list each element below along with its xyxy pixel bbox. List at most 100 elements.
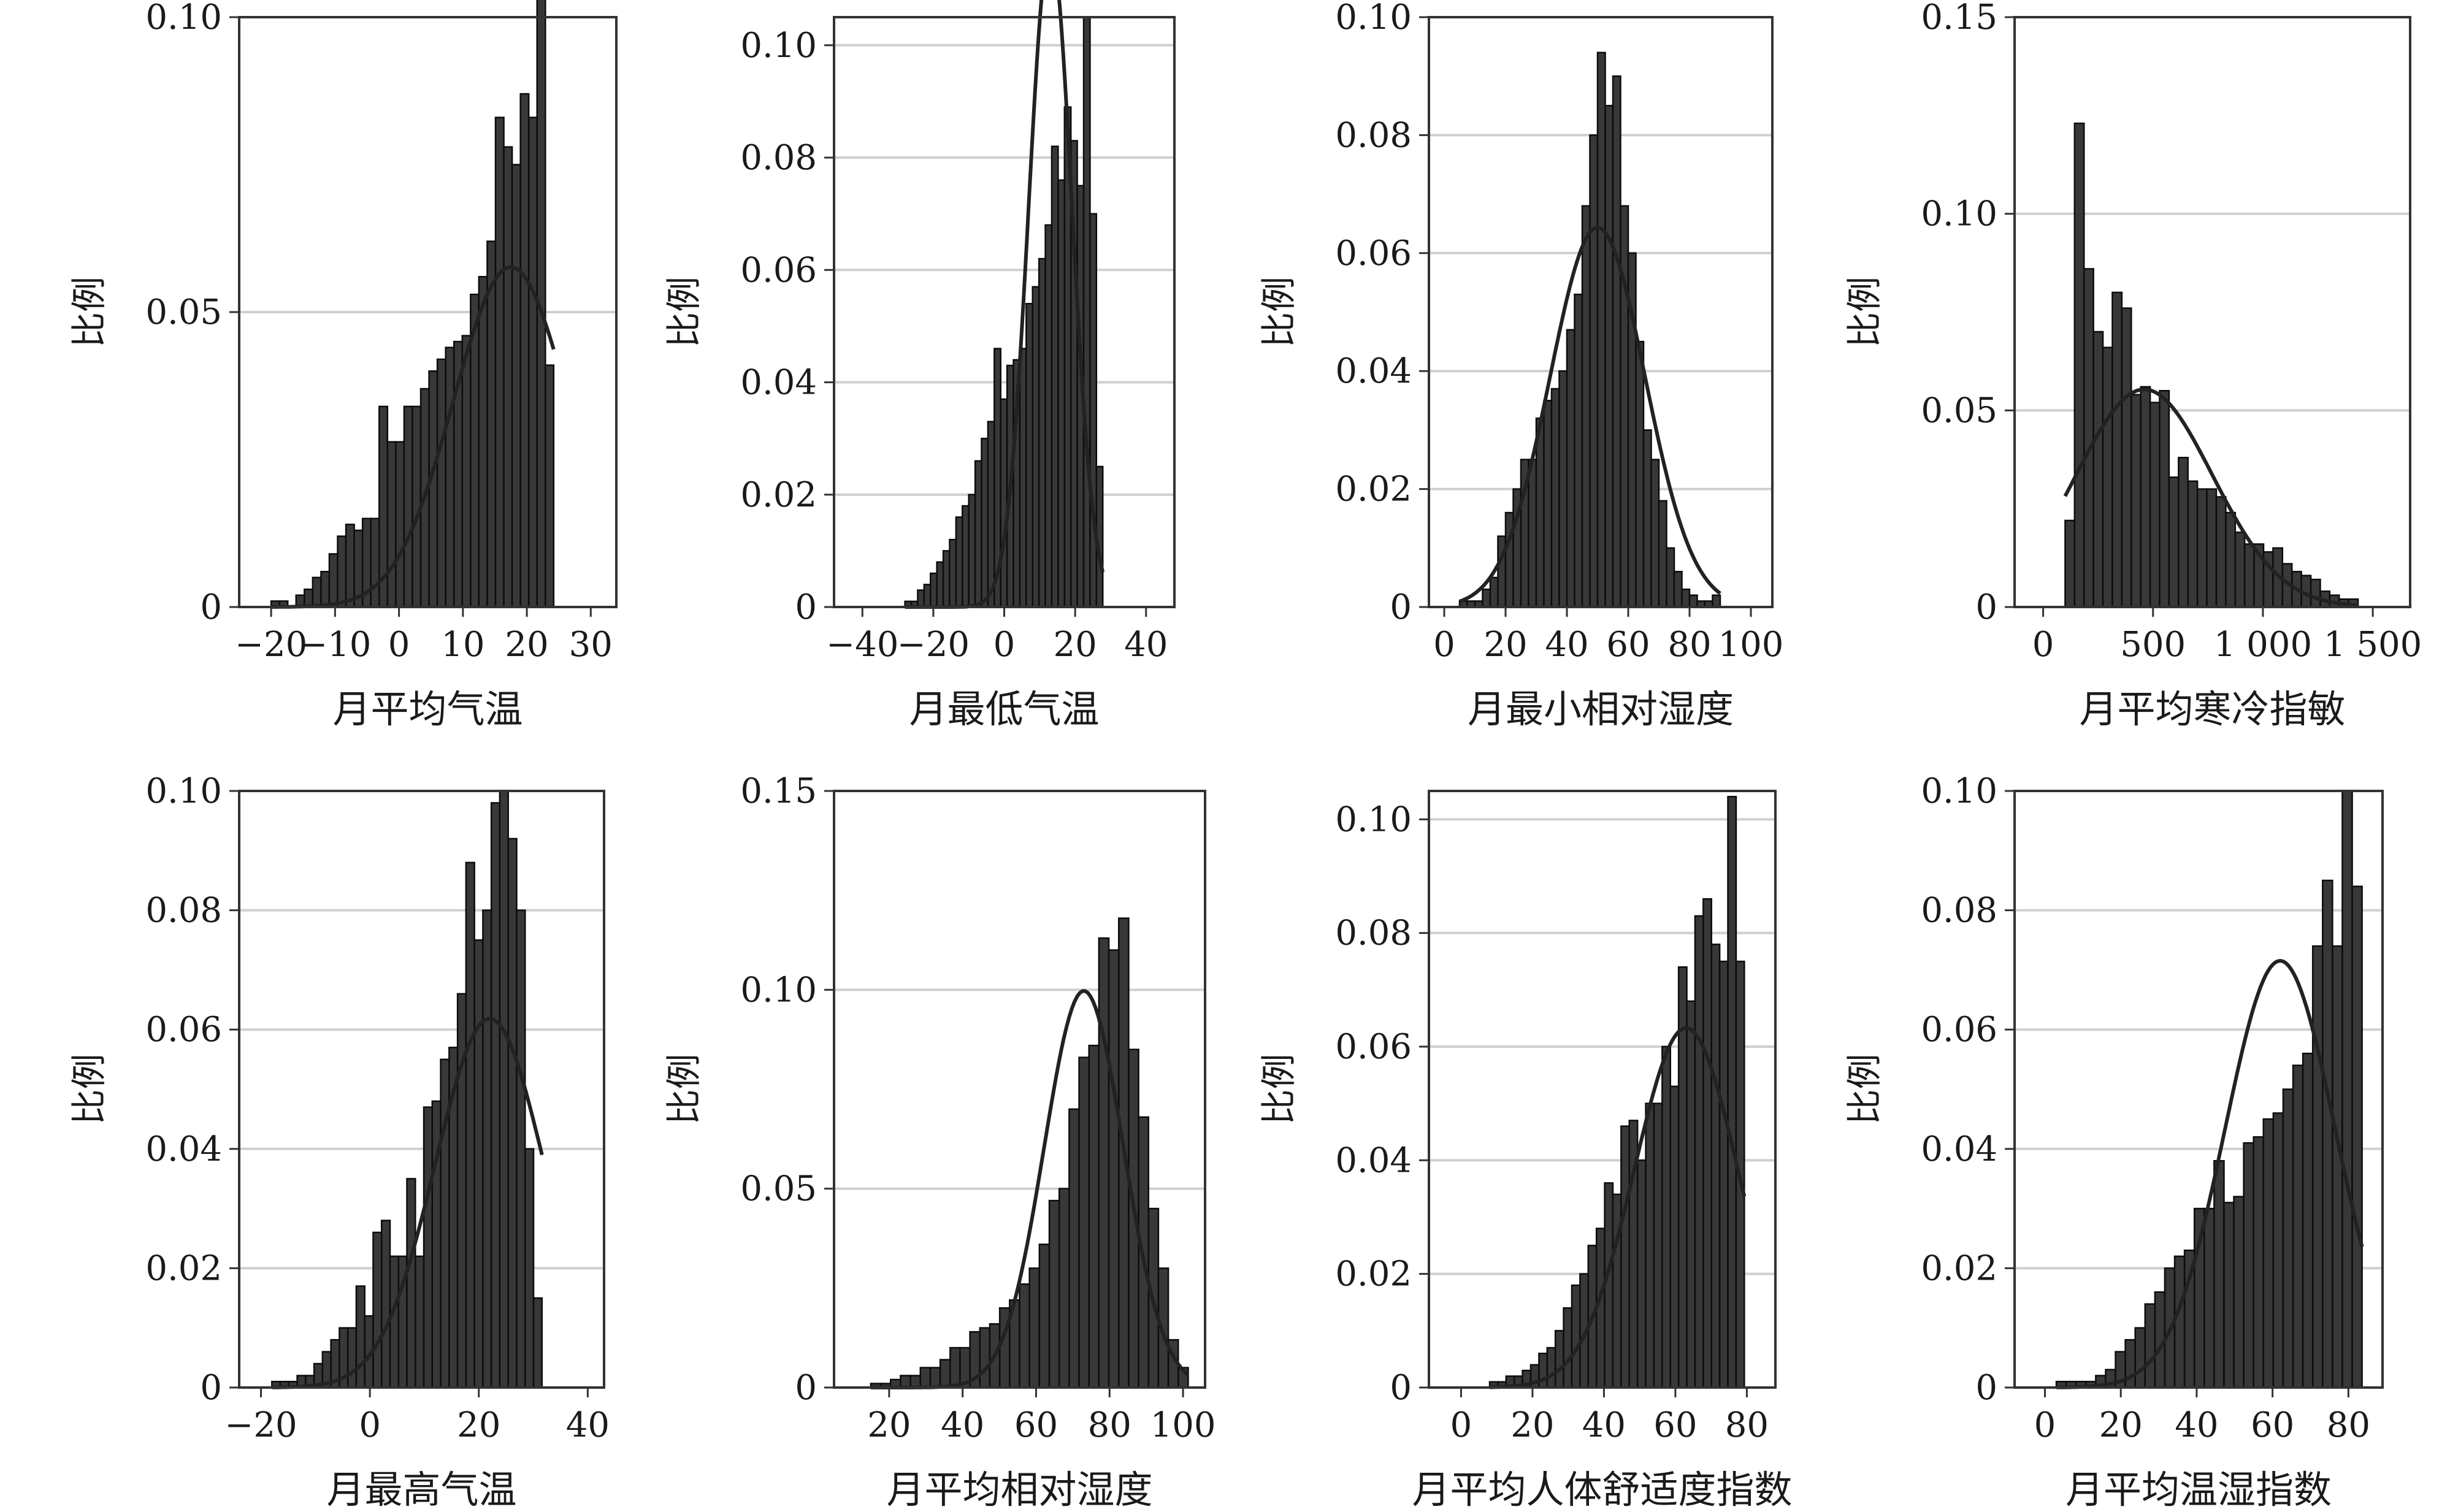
plot-frame xyxy=(833,790,1206,1389)
histogram-bar xyxy=(1653,1102,1663,1389)
histogram-bar xyxy=(1489,576,1499,608)
y-tick-label: 0.06 xyxy=(1335,1027,1412,1067)
histogram-bar xyxy=(962,505,970,608)
x-tick-label: 0 xyxy=(2032,625,2054,665)
histogram-bar xyxy=(503,146,513,608)
histogram-bar xyxy=(2243,1142,2254,1389)
x-axis-label: 月平均温湿指数 xyxy=(2065,1467,2332,1512)
y-tick-label: 0.02 xyxy=(1921,1248,1997,1288)
y-tick-label: 0.10 xyxy=(1921,771,1997,811)
y-axis-label: 比例 xyxy=(663,277,705,348)
chart-panel-7: 0 0.02 0.04 0.06 0.08 0.10 0 20 40 60 80 月平均人体舒适度指数… xyxy=(1258,790,1793,1512)
histogram-bar xyxy=(949,538,957,608)
histogram-bar xyxy=(1535,417,1545,608)
y-axis-label: 比例 xyxy=(68,277,110,348)
histogram-bar xyxy=(2322,879,2333,1389)
histogram-bar xyxy=(1612,75,1621,608)
histogram-bar xyxy=(423,1106,434,1389)
histogram-bar xyxy=(968,494,976,608)
x-tick-label: 20 xyxy=(457,1405,500,1445)
x-axis-label: 月最高气温 xyxy=(326,1467,516,1512)
y-tick-label: 0 xyxy=(200,1368,222,1408)
histogram-bar xyxy=(955,516,963,608)
y-tick-label: 0 xyxy=(795,1368,817,1408)
histogram-bar xyxy=(987,421,995,608)
histogram-bar xyxy=(979,1327,991,1389)
histogram-bar xyxy=(1694,915,1704,1389)
histogram-bar xyxy=(1574,293,1583,608)
histogram-bar xyxy=(2215,496,2227,608)
histogram-bar xyxy=(1718,960,1729,1389)
histogram-bar xyxy=(1108,949,1120,1389)
x-axis-label: 月平均寒冷指敏 xyxy=(2079,687,2345,731)
histogram-bar xyxy=(1727,796,1737,1389)
histogram-bar xyxy=(519,93,530,608)
histogram-bar xyxy=(320,571,331,608)
histogram-bar xyxy=(545,364,555,608)
x-axis-label: 月最小相对湿度 xyxy=(1468,687,1734,731)
histogram-bar xyxy=(389,1255,400,1389)
histogram-bar xyxy=(2102,346,2113,608)
histogram-bar xyxy=(428,370,438,608)
x-tick-label: 40 xyxy=(1124,625,1168,665)
histogram-bar xyxy=(981,437,989,608)
x-tick-label: 40 xyxy=(1582,1405,1626,1445)
x-tick-label: 20 xyxy=(1510,1405,1554,1445)
histogram-bar xyxy=(1082,16,1091,608)
chart-panel-4: 0 0.05 0.10 0.15 0 500 1 000 1 500 月平均寒冷指敏 比例 xyxy=(1843,0,2422,731)
histogram-bar xyxy=(1038,1243,1051,1389)
histogram-bar xyxy=(524,1148,535,1389)
plot-frame xyxy=(2013,790,2384,1389)
histogram-bar xyxy=(465,861,475,1389)
y-tick-label: 0.02 xyxy=(1335,470,1412,510)
histogram-bar xyxy=(1673,571,1683,608)
histogram-bar xyxy=(949,1346,961,1389)
histogram-bar xyxy=(1019,1283,1030,1389)
y-tick-label: 0.04 xyxy=(1335,1140,1412,1180)
x-tick-label: 40 xyxy=(566,1405,610,1445)
histogram-bar xyxy=(2223,1202,2235,1389)
histogram-bar xyxy=(1658,500,1667,608)
histogram-bar xyxy=(2253,1136,2265,1389)
histogram-bar xyxy=(490,802,501,1389)
x-tick-label: −20 xyxy=(235,625,307,665)
histogram-bar xyxy=(930,572,938,608)
y-tick-label: 0 xyxy=(1975,1368,1997,1408)
histogram-bar xyxy=(1028,1267,1041,1389)
y-tick-label: 0.10 xyxy=(740,26,817,66)
x-axis-label: 月最低气温 xyxy=(909,687,1099,731)
x-axis-label: 月平均气温 xyxy=(332,687,523,731)
y-tick-label: 0.06 xyxy=(1921,1010,1997,1050)
histogram-bar xyxy=(532,1297,543,1389)
y-tick-label: 0.05 xyxy=(740,1169,817,1209)
histogram-bar xyxy=(1712,594,1721,608)
x-tick-label: 0 xyxy=(388,625,410,665)
histogram-bar xyxy=(1025,303,1033,608)
histogram-bar xyxy=(1596,52,1606,608)
y-tick-label: 0.15 xyxy=(1921,0,1997,37)
histogram-bar xyxy=(917,589,925,608)
histogram-bar xyxy=(2341,790,2353,1389)
histogram-bar xyxy=(1528,459,1537,608)
histogram-bar xyxy=(2173,1255,2186,1389)
histogram-bar xyxy=(1000,398,1008,608)
histogram-bar xyxy=(403,405,413,608)
y-tick-label: 0.08 xyxy=(740,138,817,178)
histogram-bar xyxy=(2206,488,2218,608)
normal-curve xyxy=(2063,388,2359,608)
histogram-bar xyxy=(1057,179,1066,608)
histogram-bar xyxy=(2310,578,2321,608)
x-axis-label: 月平均相对湿度 xyxy=(886,1467,1152,1512)
x-tick-label: 40 xyxy=(1545,625,1588,665)
histogram-bar xyxy=(2225,511,2237,608)
x-tick-label: −20 xyxy=(224,1405,297,1445)
histogram-bar xyxy=(1566,329,1575,608)
y-tick-label: 0.08 xyxy=(1335,115,1412,155)
histogram-bar xyxy=(1636,1159,1647,1389)
histogram-bar xyxy=(386,441,397,608)
histogram-bar xyxy=(1604,105,1614,608)
x-tick-label: 20 xyxy=(867,1405,911,1445)
histogram-bar xyxy=(1702,898,1712,1389)
histogram-bar xyxy=(2178,457,2189,608)
